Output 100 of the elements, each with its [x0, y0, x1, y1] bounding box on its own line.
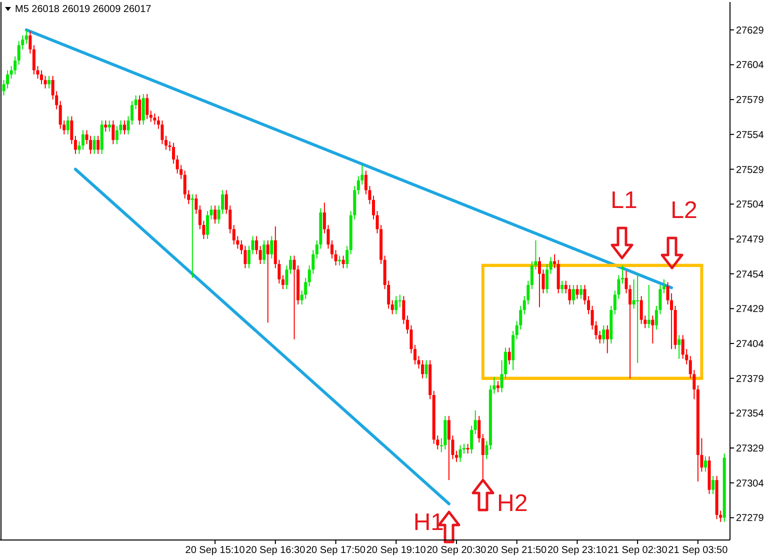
- y-tick-label: 27454: [736, 269, 764, 280]
- x-tick-label: 20 Sep 16:30: [246, 545, 306, 556]
- candlestick: [270, 236, 274, 259]
- candlestick: [44, 75, 47, 89]
- candlestick: [606, 324, 609, 354]
- y-tick-label: 27379: [736, 374, 764, 385]
- annotation: L2: [670, 197, 698, 224]
- candlestick: [122, 120, 126, 135]
- candlestick: [138, 94, 142, 126]
- candlestick: [485, 440, 488, 460]
- candlestick: [108, 120, 111, 132]
- candlestick: [454, 450, 458, 462]
- candlestick: [640, 296, 643, 324]
- candlestick: [66, 116, 70, 135]
- y-tick-label: 27304: [736, 478, 764, 490]
- candlestick: [74, 135, 77, 154]
- candlestick: [172, 142, 176, 164]
- candlestick: [390, 300, 394, 315]
- candlestick: [262, 240, 266, 265]
- candlestick: [255, 236, 258, 255]
- candlestick: [651, 315, 654, 344]
- y-tick-label: 27329: [736, 444, 764, 455]
- candlestick: [458, 444, 462, 462]
- candlestick: [398, 294, 402, 308]
- candlestick: [104, 120, 108, 132]
- candlestick: [678, 334, 681, 360]
- candlestick: [210, 204, 213, 220]
- y-tick-label: 27629: [736, 25, 764, 36]
- x-tick-label: 20 Sep 15:10: [185, 545, 246, 556]
- candlestick: [206, 210, 209, 240]
- candlestick: [481, 434, 484, 480]
- candlestick: [28, 30, 32, 54]
- candlestick: [146, 93, 149, 120]
- candlestick: [553, 254, 556, 269]
- candlestick: [70, 116, 74, 145]
- candlestick: [576, 284, 579, 300]
- y-tick-label: 27479: [736, 234, 764, 246]
- y-tick-label: 27354: [736, 408, 764, 420]
- chart-title: M5 26018 26019 26009 26017: [15, 4, 152, 15]
- candlestick: [466, 443, 470, 454]
- candlestick: [549, 256, 552, 274]
- candlestick: [48, 75, 51, 89]
- candlestick: [112, 120, 115, 145]
- candlestick: [560, 280, 564, 294]
- candlestick: [346, 245, 349, 269]
- candlestick: [134, 94, 138, 110]
- annotation: H1: [413, 509, 444, 536]
- candlestick: [40, 70, 43, 85]
- candlestick: [281, 274, 284, 290]
- candlestick: [620, 264, 624, 284]
- candlestick: [546, 264, 549, 294]
- x-tick-label: 20 Sep 23:10: [547, 545, 608, 556]
- candlestick: [496, 380, 500, 393]
- candlestick: [598, 330, 602, 344]
- y-tick-label: 27554: [736, 130, 764, 141]
- y-tick-label: 27404: [736, 338, 764, 350]
- candlestick: [288, 255, 292, 274]
- candlestick: [662, 278, 666, 294]
- candlestick: [470, 425, 474, 454]
- candlestick: [508, 347, 511, 365]
- candlestick: [190, 194, 194, 278]
- candlestick: [342, 255, 345, 269]
- candlestick: [81, 130, 84, 150]
- candlestick: [247, 245, 250, 269]
- candlestick: [402, 296, 406, 324]
- candlestick: [153, 113, 156, 126]
- candlestick: [78, 140, 81, 154]
- y-tick-label: 27279: [736, 513, 764, 524]
- candlestick: [14, 56, 17, 75]
- candlestick: [334, 250, 338, 266]
- candlestick: [538, 256, 541, 308]
- candlestick: [568, 284, 572, 305]
- candlestick: [232, 224, 236, 246]
- candlestick: [579, 284, 582, 300]
- candlestick: [636, 273, 640, 364]
- candlestick: [149, 110, 152, 122]
- candlestick: [251, 236, 254, 255]
- candlestick: [712, 475, 715, 495]
- candlestick: [372, 195, 375, 220]
- x-tick-label: 20 Sep 17:50: [306, 545, 366, 556]
- candlestick: [292, 255, 296, 340]
- y-tick-label: 27579: [736, 95, 764, 106]
- candlestick: [32, 44, 36, 75]
- candlestick: [704, 456, 707, 472]
- x-tick-label: 20 Sep 20:30: [426, 545, 487, 556]
- candlestick: [572, 284, 575, 305]
- y-tick-label: 27604: [736, 60, 764, 72]
- candlestick: [413, 344, 416, 365]
- candlestick: [602, 324, 606, 344]
- candlestick: [258, 245, 262, 265]
- candlestick: [474, 410, 477, 435]
- candlestick: [160, 120, 164, 145]
- y-tick-label: 27429: [736, 304, 764, 316]
- candlestick: [421, 360, 424, 379]
- candlestick: [330, 240, 334, 259]
- x-tick-label: 20 Sep 19:10: [366, 545, 426, 556]
- x-tick-label: 21 Sep 03:50: [668, 545, 728, 556]
- x-tick-label: 21 Sep 02:30: [608, 545, 668, 556]
- candlestick: [647, 284, 650, 329]
- candlestick: [394, 296, 398, 315]
